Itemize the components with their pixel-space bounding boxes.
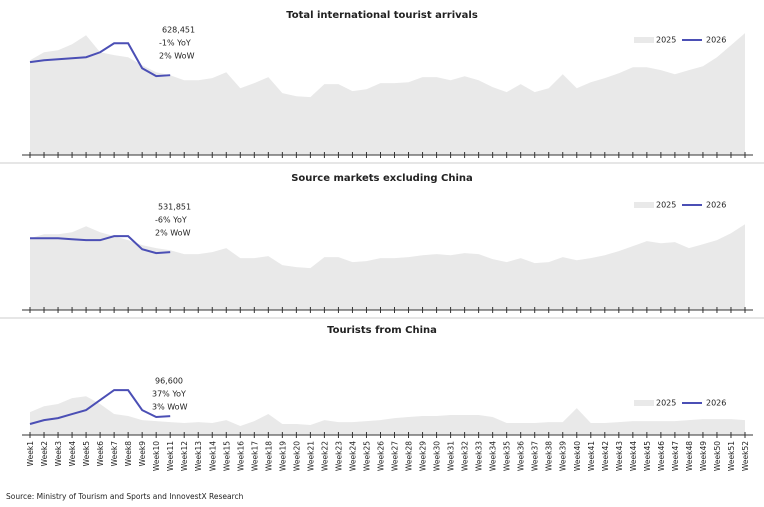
x-tick-label: Week31 — [447, 441, 456, 471]
x-tick-label: Week5 — [82, 441, 91, 467]
area-2025 — [30, 224, 745, 310]
x-tick-label: Week22 — [320, 441, 329, 471]
x-tick-label: Week51 — [727, 441, 736, 471]
x-tick-label: Week50 — [713, 441, 722, 471]
x-tick-label: Week35 — [503, 441, 512, 471]
x-tick-label: Week20 — [292, 441, 301, 471]
x-tick-label: Week16 — [236, 441, 245, 471]
x-tick-label: Week37 — [531, 441, 540, 471]
x-tick-label: Week4 — [68, 441, 77, 467]
line-2026 — [29, 389, 171, 425]
legend-swatch — [634, 400, 654, 406]
x-tick-label: Week41 — [587, 441, 596, 471]
chart-title: Source markets excluding China — [291, 173, 473, 184]
x-tick-label: Week15 — [222, 441, 231, 471]
x-tick-label: Week42 — [601, 441, 610, 471]
x-tick-label: Week23 — [334, 441, 343, 471]
x-tick-label: Week19 — [278, 441, 287, 471]
annotation: 96,600 — [155, 377, 183, 386]
x-tick-label: Week48 — [685, 441, 694, 471]
area-2025 — [30, 33, 745, 155]
source-note: Source: Ministry of Tourism and Sports a… — [6, 492, 244, 501]
x-tick-label: Week29 — [419, 441, 428, 471]
line-2026 — [30, 235, 171, 255]
legend-label: 2025 — [656, 36, 676, 45]
chart-title: Tourists from China — [327, 325, 437, 336]
x-tick-label: Week32 — [461, 441, 470, 471]
chart-title: Total international tourist arrivals — [286, 10, 478, 21]
legend-label: 2026 — [706, 201, 726, 210]
x-tick-label: Week9 — [138, 441, 147, 467]
x-tick-label: Week7 — [110, 441, 119, 467]
x-tick-label: Week17 — [250, 441, 259, 471]
x-tick-label: Week10 — [152, 441, 161, 471]
x-tick-label: Week30 — [433, 441, 442, 471]
x-tick-label: Week46 — [657, 441, 666, 471]
x-tick-label: Week25 — [362, 441, 371, 471]
annotation: 37% YoY — [152, 390, 186, 399]
x-tick-label: Week40 — [573, 441, 582, 471]
x-tick-label: Week38 — [545, 441, 554, 471]
x-tick-label: Week6 — [96, 441, 105, 467]
annotation: 2% WoW — [159, 52, 195, 61]
legend-label: 2026 — [706, 36, 726, 45]
x-tick-label: Week34 — [489, 441, 498, 471]
x-tick-label: Week11 — [166, 441, 175, 471]
x-tick-label: Week49 — [699, 441, 708, 471]
x-tick-label: Week24 — [348, 441, 357, 471]
x-tick-label: Week21 — [306, 441, 315, 471]
line-2026 — [29, 42, 171, 78]
x-tick-label: Week18 — [264, 441, 273, 471]
x-tick-label: Week33 — [475, 441, 484, 471]
annotation: 628,451 — [162, 26, 195, 35]
legend-swatch — [634, 37, 654, 43]
x-tick-label: Week45 — [643, 441, 652, 471]
x-tick-label: Week8 — [124, 441, 133, 467]
legend-label: 2025 — [656, 399, 676, 408]
x-tick-label: Week26 — [376, 441, 385, 471]
x-tick-label: Week2 — [40, 441, 49, 467]
x-tick-label: Week13 — [194, 441, 203, 471]
x-tick-label: Week44 — [629, 441, 638, 471]
annotation: -1% YoY — [159, 39, 191, 48]
x-tick-label: Week3 — [54, 441, 63, 467]
area-2025 — [30, 396, 745, 435]
x-tick-label: Week52 — [741, 441, 750, 471]
x-tick-label: Week27 — [391, 441, 400, 471]
legend-label: 2026 — [706, 399, 726, 408]
legend-swatch — [634, 202, 654, 208]
x-tick-label: Week12 — [180, 441, 189, 471]
x-tick-label: Week47 — [671, 441, 680, 471]
x-tick-label: Week43 — [615, 441, 624, 471]
annotation: 3% WoW — [152, 403, 188, 412]
x-tick-label: Week14 — [208, 441, 217, 471]
x-tick-label: Week39 — [559, 441, 568, 471]
x-tick-label: Week36 — [517, 441, 526, 471]
legend-label: 2025 — [656, 201, 676, 210]
annotation: 2% WoW — [155, 229, 191, 238]
x-tick-label: Week28 — [405, 441, 414, 471]
annotation: -6% YoY — [155, 216, 187, 225]
annotation: 531,851 — [158, 203, 191, 212]
x-tick-label: Week1 — [26, 441, 35, 467]
